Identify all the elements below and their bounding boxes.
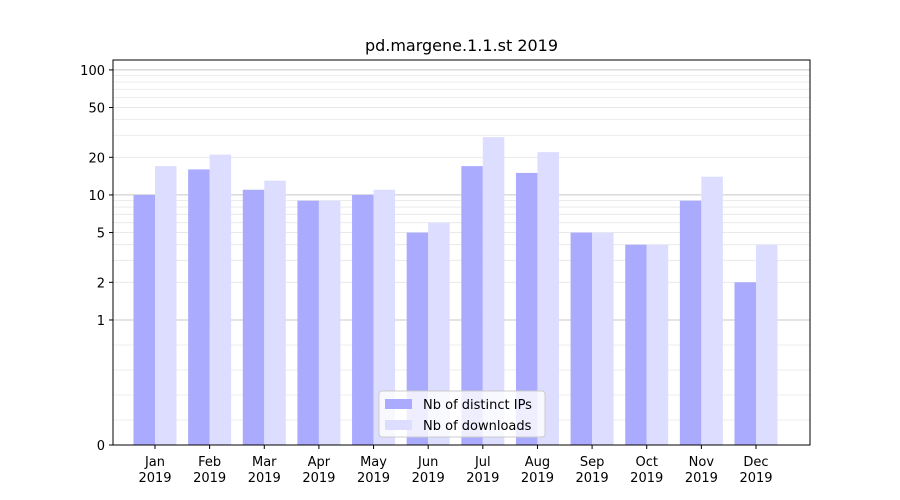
- bar-downloads: [155, 166, 177, 445]
- x-tick-label: Mar 2019: [248, 455, 281, 486]
- x-axis: Jan 2019 Feb 2019 Mar 2019 Apr 2019 May 2019 Jun 20…: [138, 445, 773, 486]
- bar-distinct-ips: [133, 194, 155, 445]
- y-tick-label: 5: [97, 227, 105, 242]
- chart-title: pd.margene.1.1.st 2019: [365, 36, 558, 55]
- bar-distinct-ips: [734, 282, 756, 445]
- x-tick-label: Nov 2019: [685, 455, 718, 486]
- bar-distinct-ips: [352, 194, 374, 445]
- y-tick-label: 100: [80, 64, 105, 79]
- plot-frame: [112, 59, 811, 446]
- bar-downloads: [756, 244, 778, 445]
- bar-distinct-ips: [515, 172, 538, 445]
- legend-label: Nb of downloads: [423, 419, 532, 434]
- bar-downloads: [482, 137, 505, 445]
- bar-downloads: [373, 189, 396, 445]
- bar-downloads: [701, 176, 723, 445]
- bar-downloads: [592, 232, 614, 445]
- bar-downloads: [209, 154, 232, 446]
- bar-distinct-ips: [297, 200, 319, 445]
- y-tick-label: 1: [97, 314, 105, 329]
- legend-swatch: [385, 399, 412, 409]
- x-tick-label: Apr 2019: [302, 455, 335, 486]
- bar-distinct-ips: [679, 200, 702, 445]
- x-tick-label: Jul 2019: [466, 455, 499, 486]
- legend-swatch: [385, 420, 412, 430]
- x-tick-label: Sep 2019: [576, 455, 609, 486]
- x-tick-label: Oct 2019: [630, 455, 663, 486]
- bar-distinct-ips: [242, 189, 265, 445]
- x-tick-label: May 2019: [357, 455, 390, 486]
- x-tick-label: Aug 2019: [521, 455, 554, 486]
- x-tick-label: Feb 2019: [193, 455, 226, 486]
- y-tick-label: 10: [88, 189, 105, 204]
- legend: Nb of distinct IPs Nb of downloads: [378, 390, 546, 438]
- bar-distinct-ips: [625, 244, 647, 445]
- x-tick-label: Jun 2019: [412, 455, 445, 486]
- bar-downloads: [428, 222, 450, 445]
- bar-distinct-ips: [461, 166, 483, 445]
- y-tick-label: 0: [97, 439, 105, 454]
- legend-box: [378, 390, 546, 438]
- bar-distinct-ips: [570, 232, 593, 445]
- x-tick-label: Dec 2019: [739, 455, 772, 486]
- y-tick-label: 20: [88, 151, 105, 166]
- bar-downloads: [646, 244, 669, 445]
- y-axis: 0 1 2 5 10 20 50 100: [80, 64, 113, 454]
- bar-downloads: [318, 200, 341, 445]
- bars: [133, 137, 778, 446]
- y-tick-label: 2: [97, 276, 105, 291]
- y-tick-label: 50: [88, 102, 105, 117]
- x-tick-label: Jan 2019: [138, 455, 171, 486]
- legend-label: Nb of distinct IPs: [423, 398, 532, 413]
- bar-distinct-ips: [188, 169, 210, 445]
- bar-downloads: [264, 180, 286, 445]
- bar-downloads: [537, 152, 559, 445]
